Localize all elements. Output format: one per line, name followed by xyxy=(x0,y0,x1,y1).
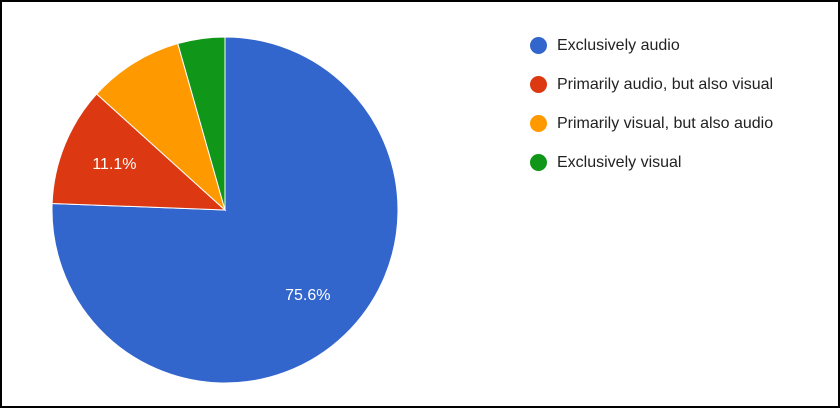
legend-label: Exclusively audio xyxy=(557,37,680,54)
legend-swatch xyxy=(530,115,547,132)
legend-item: Exclusively visual xyxy=(530,151,802,174)
legend-label: Primarily visual, but also audio xyxy=(557,115,774,132)
legend-label: Exclusively visual xyxy=(557,154,682,171)
slice-label: 75.6% xyxy=(285,287,330,304)
slice-label: 11.1% xyxy=(92,156,136,173)
legend: Exclusively audio Primarily audio, but al… xyxy=(530,34,820,190)
legend-swatch xyxy=(530,154,547,171)
pie-slice xyxy=(95,42,226,212)
legend-item: Primarily audio, but also visual xyxy=(530,73,802,96)
legend-swatch xyxy=(530,76,547,93)
legend-swatch xyxy=(530,37,547,54)
legend-item: Exclusively audio xyxy=(530,34,802,57)
pie-slice xyxy=(51,93,227,211)
legend-item: Primarily visual, but also audio xyxy=(530,112,802,135)
legend-label: Primarily audio, but also visual xyxy=(557,76,774,93)
pie-slice xyxy=(177,36,226,211)
